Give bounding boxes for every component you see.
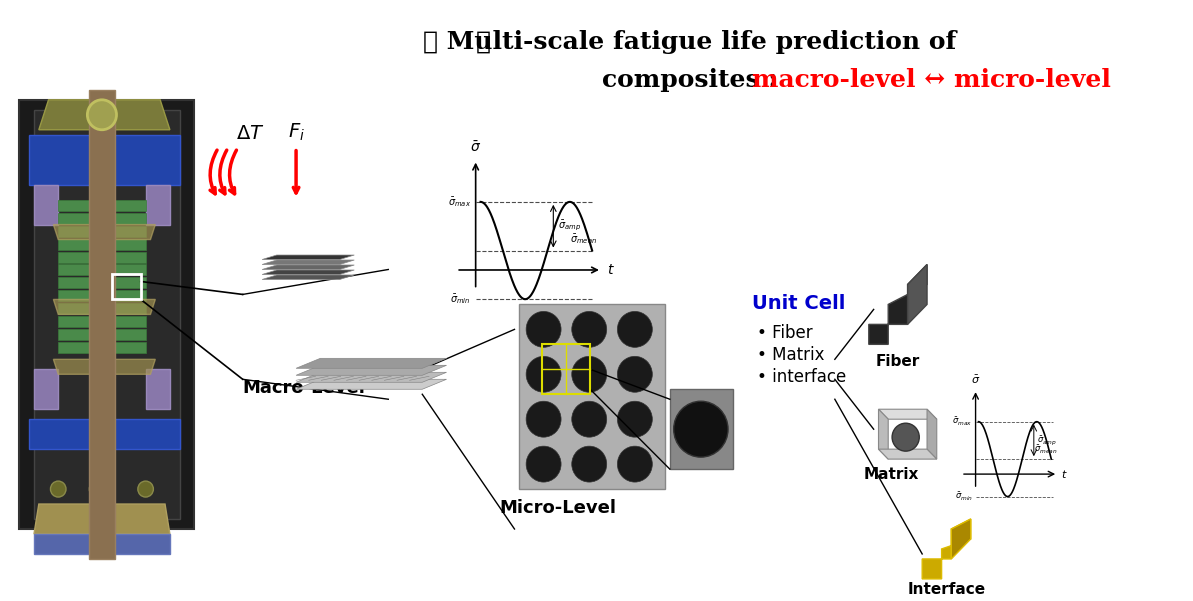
Circle shape (571, 446, 607, 482)
Circle shape (89, 481, 105, 497)
Polygon shape (58, 343, 146, 353)
Circle shape (618, 446, 653, 482)
Circle shape (526, 311, 561, 347)
Polygon shape (29, 135, 180, 185)
Polygon shape (58, 213, 146, 224)
Polygon shape (296, 372, 446, 382)
Text: • interface: • interface (758, 368, 846, 386)
Polygon shape (951, 519, 971, 559)
Circle shape (571, 356, 607, 392)
Polygon shape (39, 100, 169, 130)
Circle shape (138, 481, 154, 497)
Polygon shape (296, 379, 446, 389)
Circle shape (87, 100, 117, 130)
Polygon shape (58, 290, 146, 302)
Text: Unit Cell: Unit Cell (753, 294, 846, 314)
Polygon shape (54, 299, 155, 314)
Circle shape (526, 401, 561, 437)
Bar (112, 275, 141, 299)
Text: $\bar{\sigma}_{min}$: $\bar{\sigma}_{min}$ (954, 490, 972, 502)
Text: $\bar{\sigma}_{amp}$: $\bar{\sigma}_{amp}$ (558, 219, 581, 233)
Polygon shape (58, 264, 146, 275)
Text: $\bar{\sigma}_{amp}$: $\bar{\sigma}_{amp}$ (1037, 434, 1057, 447)
Text: composites :: composites : (601, 68, 795, 92)
Polygon shape (296, 358, 446, 368)
Polygon shape (146, 185, 169, 225)
Polygon shape (54, 225, 155, 240)
Polygon shape (869, 264, 927, 344)
Polygon shape (19, 100, 194, 529)
Text: • Fiber: • Fiber (758, 325, 812, 343)
Text: $F_i$: $F_i$ (288, 121, 304, 142)
Circle shape (526, 446, 561, 482)
Text: Matrix: Matrix (864, 467, 920, 482)
Text: $\bar{\sigma}$: $\bar{\sigma}$ (971, 374, 981, 386)
Polygon shape (296, 365, 446, 375)
Polygon shape (33, 369, 58, 409)
Circle shape (892, 423, 920, 451)
Polygon shape (908, 264, 927, 325)
Text: Micro-Level: Micro-Level (500, 499, 617, 517)
Polygon shape (878, 409, 889, 459)
Polygon shape (262, 260, 354, 264)
Circle shape (618, 401, 653, 437)
Polygon shape (58, 239, 146, 249)
Text: ❖: ❖ (476, 30, 490, 54)
Text: Interface: Interface (908, 582, 985, 597)
Polygon shape (262, 265, 354, 269)
Polygon shape (58, 329, 146, 340)
Text: Macro-Level: Macro-Level (242, 379, 365, 397)
Text: $t$: $t$ (1061, 468, 1068, 480)
Polygon shape (29, 419, 180, 449)
Circle shape (618, 311, 653, 347)
Circle shape (50, 481, 66, 497)
Polygon shape (58, 252, 146, 263)
Polygon shape (58, 304, 146, 314)
Polygon shape (878, 409, 937, 419)
Polygon shape (33, 110, 180, 519)
Polygon shape (262, 270, 354, 275)
Bar (542, 344, 591, 394)
Polygon shape (878, 449, 937, 459)
Text: macro-level ↔ micro-level: macro-level ↔ micro-level (753, 68, 1111, 92)
Polygon shape (33, 504, 169, 534)
Text: Fiber: Fiber (876, 355, 920, 370)
Polygon shape (922, 519, 971, 579)
Polygon shape (58, 200, 146, 210)
Polygon shape (58, 316, 146, 328)
Text: $t$: $t$ (607, 263, 614, 277)
Polygon shape (262, 275, 354, 279)
Text: $\bar{\sigma}_{max}$: $\bar{\sigma}_{max}$ (447, 195, 471, 209)
Text: $\bar{\sigma}$: $\bar{\sigma}$ (470, 140, 481, 154)
Polygon shape (89, 90, 115, 559)
Polygon shape (58, 225, 146, 237)
Circle shape (618, 356, 653, 392)
Text: $\Delta T$: $\Delta T$ (236, 125, 265, 142)
Text: $\bar{\sigma}_{max}$: $\bar{\sigma}_{max}$ (952, 415, 972, 428)
Bar (519, 305, 665, 489)
Polygon shape (927, 409, 937, 459)
Circle shape (571, 311, 607, 347)
Polygon shape (54, 359, 155, 374)
Circle shape (674, 401, 728, 457)
Polygon shape (146, 369, 169, 409)
Bar (669, 389, 733, 469)
Text: $\bar{\sigma}_{mean}$: $\bar{\sigma}_{mean}$ (1034, 444, 1058, 456)
Circle shape (571, 401, 607, 437)
Polygon shape (58, 278, 146, 288)
Circle shape (526, 356, 561, 392)
Polygon shape (262, 255, 354, 260)
Polygon shape (33, 185, 58, 225)
Text: $\bar{\sigma}_{mean}$: $\bar{\sigma}_{mean}$ (570, 232, 596, 246)
Text: • Matrix: • Matrix (758, 346, 824, 364)
Text: ❖ Multi-scale fatigue life prediction of: ❖ Multi-scale fatigue life prediction of (422, 30, 956, 54)
Text: $\bar{\sigma}_{min}$: $\bar{\sigma}_{min}$ (450, 292, 471, 306)
Polygon shape (33, 534, 169, 554)
